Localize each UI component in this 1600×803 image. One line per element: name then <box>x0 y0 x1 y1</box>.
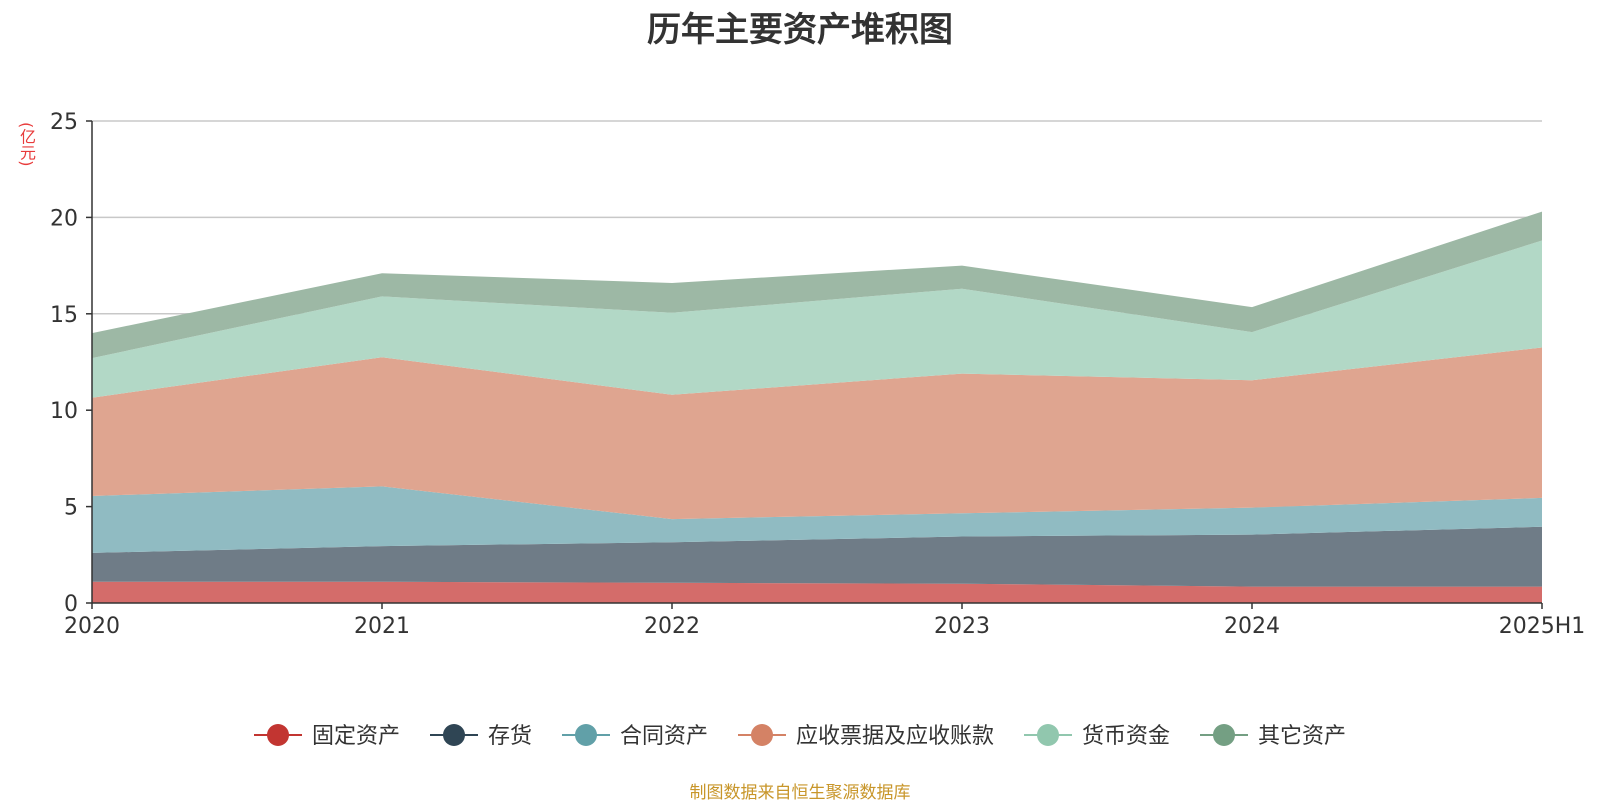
y-tick-label: 10 <box>50 399 78 424</box>
legend-marker <box>1037 724 1059 746</box>
area-series <box>92 211 1542 603</box>
legend-label: 固定资产 <box>312 724 400 749</box>
legend-label: 合同资产 <box>620 724 708 749</box>
y-tick-label: 5 <box>64 496 78 521</box>
legend-item: 合同资产 <box>562 724 708 749</box>
legend-label: 存货 <box>488 724 532 749</box>
y-tick-label: 20 <box>50 206 78 231</box>
x-tick-label: 2024 <box>1224 614 1280 639</box>
x-tick-label: 2022 <box>644 614 700 639</box>
chart-title: 历年主要资产堆积图 <box>647 10 953 50</box>
source-note: 制图数据来自恒生聚源数据库 <box>689 783 911 803</box>
legend-label: 应收票据及应收账款 <box>796 724 994 749</box>
legend-marker <box>443 724 465 746</box>
legend-marker <box>751 724 773 746</box>
legend-marker <box>267 724 289 746</box>
x-tick-label: 2023 <box>934 614 990 639</box>
legend-marker <box>575 724 597 746</box>
legend-item: 应收票据及应收账款 <box>738 724 994 749</box>
legend: 固定资产 存货 合同资产 应收票据及应收账款 货币资金 其它资产 <box>254 724 1346 749</box>
x-tick-label: 2021 <box>354 614 410 639</box>
area-series-2 <box>92 486 1542 553</box>
area-series-1 <box>92 526 1542 587</box>
legend-item: 其它资产 <box>1200 724 1346 749</box>
y-tick-label: 0 <box>64 592 78 617</box>
y-tick-label: 25 <box>50 110 78 135</box>
legend-item: 存货 <box>430 724 532 749</box>
y-tick-label: 15 <box>50 303 78 328</box>
y-axis-unit-label: (亿元) <box>17 122 36 167</box>
legend-label: 货币资金 <box>1082 724 1170 749</box>
area-series-4 <box>92 240 1542 398</box>
area-series-0 <box>92 581 1542 603</box>
x-tick-label: 2020 <box>64 614 120 639</box>
legend-item: 货币资金 <box>1024 724 1170 749</box>
area-series-3 <box>92 347 1542 520</box>
area-series-5 <box>92 211 1542 359</box>
x-tick-label: 2025H1 <box>1499 614 1586 639</box>
axes: 0 5 10 15 20 25 2020 2021 2022 2023 2024 2025H1 <box>50 110 1585 639</box>
legend-marker <box>1213 724 1235 746</box>
legend-label: 其它资产 <box>1258 724 1346 749</box>
legend-item: 固定资产 <box>254 724 400 749</box>
